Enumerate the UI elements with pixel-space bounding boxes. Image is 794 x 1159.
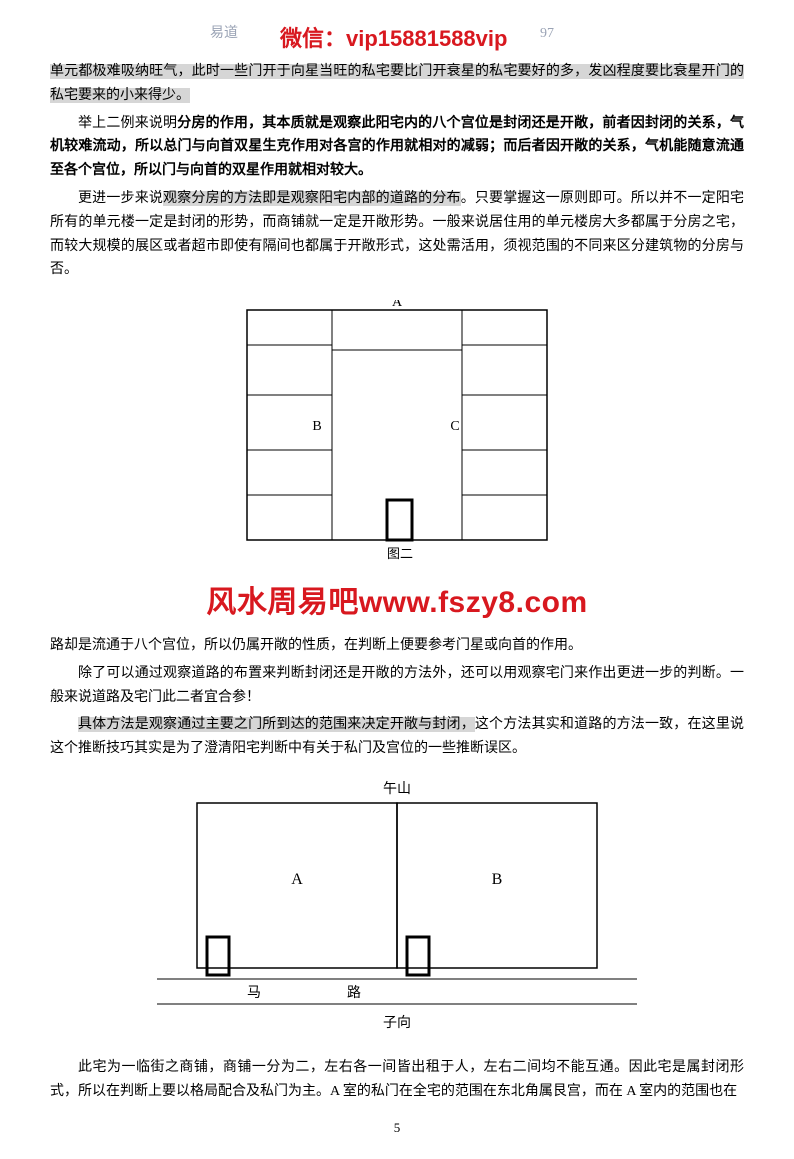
footer-page-number: 5 xyxy=(50,1117,744,1139)
watermark-overlay: 风水周易吧www.fszy8.com xyxy=(50,577,744,628)
paragraph-4: 路却是流通于八个宫位，所以仍属开敞的性质，在判断上便要参考门星或向首的作用。 xyxy=(50,634,744,658)
fig2-road-1: 马 xyxy=(247,985,261,1001)
wechat-overlay: 微信：vip15881588vip xyxy=(280,20,507,57)
paragraph-3: 更进一步来说观察分房的方法即是观察阳宅内部的道路的分布。只要掌握这一原则即可。所… xyxy=(50,187,744,282)
fig2-label-a: A xyxy=(291,871,303,888)
header-page-number: 97 xyxy=(540,22,554,46)
fig1-label-a: A xyxy=(392,300,403,310)
paragraph-2: 举上二例来说明分房的作用，其本质就是观察此阳宅内的八个宫位是封闭还是开敞，前者因… xyxy=(50,112,744,183)
paragraph-7: 此宅为一临街之商铺，商铺一分为二，左右各一间皆出租于人，左右二间均不能互通。因此… xyxy=(50,1056,744,1104)
page-header: 易道 微信：vip15881588vip 97 xyxy=(50,20,744,50)
fig1-label-b: B xyxy=(312,419,321,434)
paragraph-1: 单元都极难吸纳旺气，此时一些门开于向星当旺的私宅要比门开衰星的私宅要好的多，发凶… xyxy=(50,60,744,108)
paragraph-6: 具体方法是观察通过主要之门所到达的范围来决定开敞与封闭，这个方法其实和道路的方法… xyxy=(50,713,744,761)
fig1-caption: 图二 xyxy=(387,546,413,560)
header-left: 易道 xyxy=(210,22,238,46)
fig2-label-b: B xyxy=(492,871,503,888)
paragraph-5: 除了可以通过观察道路的布置来判断封闭还是开敞的方法外，还可以用观察宅门来作出更进… xyxy=(50,662,744,710)
fig2-top-label: 午山 xyxy=(383,781,411,797)
fig2-bottom-label: 子向 xyxy=(383,1015,411,1031)
figure-1: A B C 图二 xyxy=(50,300,744,569)
fig1-label-c: C xyxy=(450,419,459,434)
figure-2: 午山 A B 马 路 子向 xyxy=(50,779,744,1048)
fig2-road-2: 路 xyxy=(347,985,361,1001)
